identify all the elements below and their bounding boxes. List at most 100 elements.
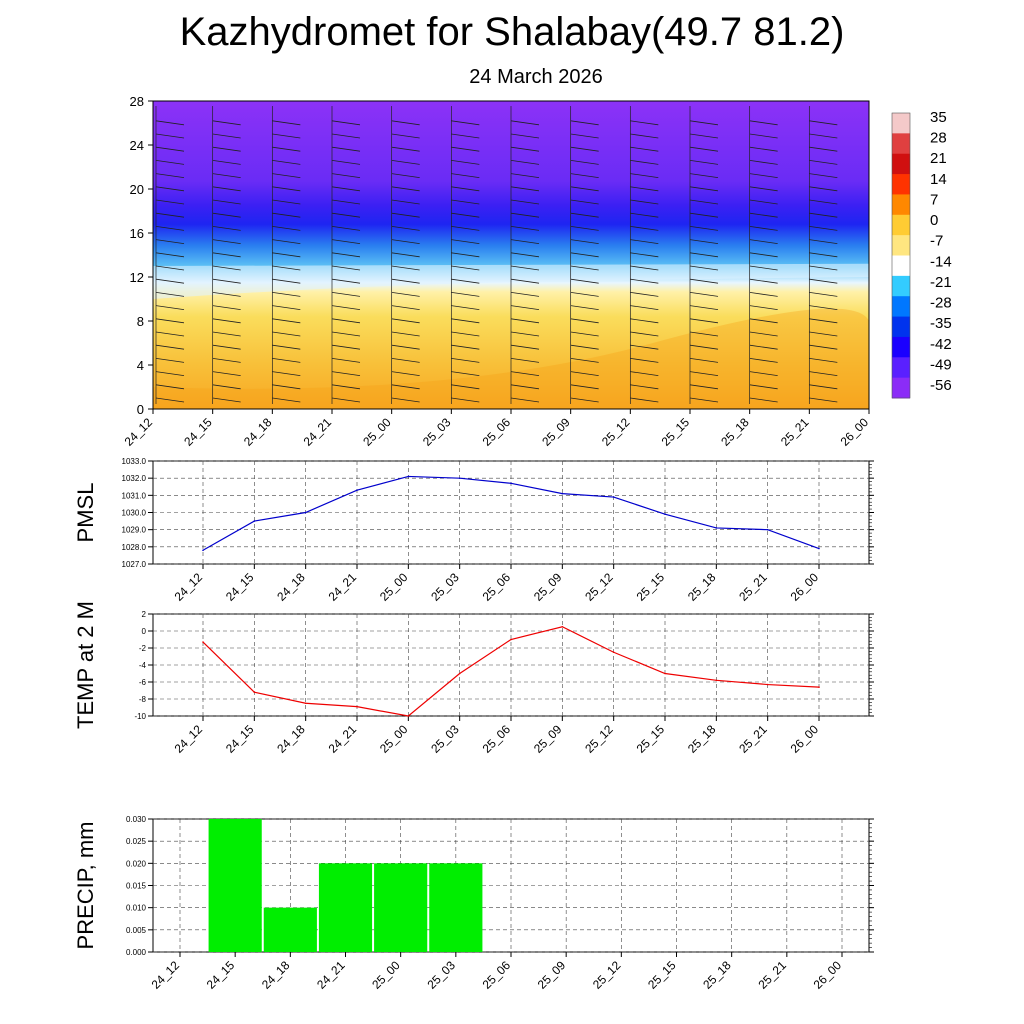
wind-barb [630,358,659,363]
data-point [612,496,615,498]
wind-barb [212,186,241,192]
x-tick-label: 24_15 [204,958,238,992]
y-tick-label: 0.005 [126,926,147,935]
y-tick-label: 0.015 [126,882,147,891]
wind-barb [689,239,719,244]
wind-barb [391,252,420,258]
wind-barb [510,358,540,363]
wind-barb [630,397,659,403]
wind-barb [451,371,480,376]
data-point [253,691,256,693]
y-tick-label: -8 [139,695,147,704]
y-tick-label: 0.010 [126,904,147,913]
wind-barb [331,212,361,218]
x-tick-label: 25_09 [531,570,565,604]
wind-barb [391,318,420,324]
colorbar-cell [892,255,910,277]
wind-barb [212,344,241,350]
wind-barb [570,146,599,152]
wind-barb [155,331,185,337]
wind-barb [809,278,838,284]
x-tick-label: 25_00 [377,722,411,756]
wind-barb [630,252,659,258]
colorbar-cell [892,133,910,155]
precip-bar [429,863,483,952]
x-tick-label: 24_21 [314,958,348,992]
x-tick-label: 25_12 [582,570,616,604]
wind-barb [331,146,361,152]
colorbar-cell [892,316,910,338]
x-tick-label: 25_03 [420,415,454,449]
wind-barb [451,278,480,284]
wind-barb [689,344,719,350]
temp-panel: -10 -8 -6 -4 -2 0 2 24_12 24_15 24_18 24_21 25_00 25… [73,601,874,756]
y-tick-label: 24 [130,138,144,153]
wind-barb [510,160,540,165]
wind-barb [331,278,361,284]
wind-barb [689,212,719,218]
wind-barb [155,120,185,126]
wind-barb [630,384,659,390]
y-tick-label: 1031.0 [122,491,147,500]
wind-barb [749,186,778,192]
x-tick-label: 24_12 [122,415,156,449]
wind-barb [630,160,659,165]
colorbar-cell [892,296,910,318]
wind-barb [391,384,420,390]
wind-barb [451,160,480,165]
wind-barb [272,397,301,403]
data-point [407,475,410,478]
wind-barb [570,358,599,363]
wind-barb [391,292,420,297]
data-point [356,705,358,708]
wind-barb [570,265,599,271]
wind-barb [451,133,480,139]
wind-barb [510,292,540,297]
wind-barb [809,318,838,324]
colorbar-label: -49 [930,356,952,373]
wind-barb [451,344,480,350]
y-tick-label: 1027.0 [122,560,147,569]
wind-barb [630,331,659,337]
x-tick-label: 25_03 [428,570,462,604]
wind-barb [155,344,185,350]
wind-barb [331,371,361,376]
data-point [818,686,820,688]
wind-barb [212,305,241,310]
wind-barb [749,120,778,126]
wind-barb [331,160,361,165]
wind-barb [331,344,361,350]
data-point [612,651,615,654]
wind-barb [155,226,185,231]
wind-barb [689,318,719,324]
wind-barb [155,186,185,192]
wind-barb [212,358,241,363]
data-point [304,702,307,705]
wind-barb [689,120,719,126]
wind-barb [331,120,361,126]
x-tick-label: 24_12 [149,958,183,992]
wind-barb [155,252,185,258]
wind-barb [510,278,540,284]
x-tick-label: 25_15 [645,958,679,992]
wind-barb [749,318,778,324]
wind-barb [630,278,659,284]
wind-barb [510,384,540,390]
wind-barb [331,305,361,310]
wind-barb [391,212,420,218]
wind-barb [391,371,420,376]
x-tick-label: 25_06 [480,570,514,604]
wind-barb [391,120,420,126]
wind-barb [451,358,480,363]
wind-barb [809,384,838,390]
x-tick-label: 25_21 [736,570,770,604]
wind-barb [451,305,480,310]
wind-barb [510,146,540,152]
wind-barb [809,133,838,139]
colorbar-cell [892,336,910,358]
x-tick-label: 25_09 [539,415,573,449]
y-tick-label: 1029.0 [122,526,147,535]
wind-barb [809,226,838,231]
wind-barb [570,318,599,324]
wind-barb [510,212,540,218]
